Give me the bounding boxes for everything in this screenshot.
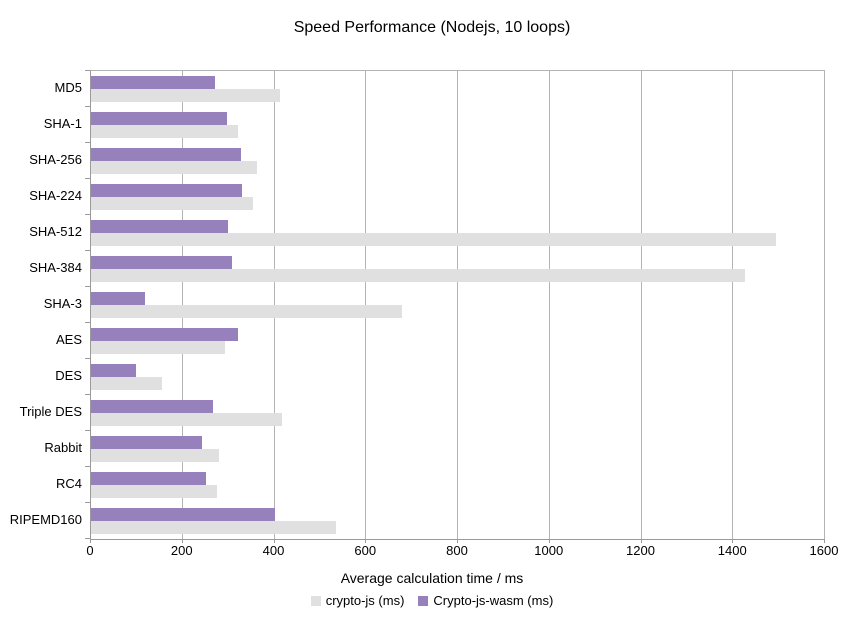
y-label-sha-1: SHA-1	[43, 116, 82, 131]
x-tick-label-200: 200	[170, 543, 193, 558]
plot-area	[90, 70, 825, 540]
gridline-800	[457, 71, 458, 539]
bar-sha-256-crypto-js-wasm-ms	[91, 148, 242, 161]
y-axis-tick	[85, 70, 90, 71]
y-label-rc4: RC4	[55, 476, 82, 491]
legend-swatch-crypto-js-wasm-ms	[418, 595, 429, 606]
bar-ripemd160-crypto-js-ms	[91, 521, 337, 534]
x-axis-tick-400	[273, 539, 275, 543]
x-tick-label-400: 400	[262, 543, 285, 558]
bar-md5-crypto-js-wasm-ms	[91, 76, 215, 89]
bar-ripemd160-crypto-js-wasm-ms	[91, 508, 275, 521]
bar-sha-384-crypto-js-ms	[91, 269, 745, 282]
bar-sha-1-crypto-js-wasm-ms	[91, 112, 227, 125]
x-axis-tick-800	[457, 539, 458, 543]
y-axis-tick	[85, 394, 90, 395]
y-label-sha-256: SHA-256	[29, 152, 82, 167]
x-tick-label-1000: 1000	[534, 543, 564, 558]
x-axis-tick-1400	[732, 539, 734, 543]
x-tick-label-1400: 1400	[717, 543, 747, 558]
x-tick-label-800: 800	[446, 543, 468, 558]
x-axis-tick-600	[365, 539, 367, 543]
x-axis-tick-1600	[824, 539, 825, 543]
bar-triple-des-crypto-js-wasm-ms	[91, 400, 214, 413]
bar-des-crypto-js-wasm-ms	[91, 364, 137, 377]
bar-sha-1-crypto-js-ms	[91, 125, 238, 138]
bar-rc4-crypto-js-wasm-ms	[91, 472, 206, 485]
bar-rc4-crypto-js-ms	[91, 485, 218, 498]
y-axis-tick	[85, 142, 90, 143]
y-label-md5: MD5	[54, 80, 82, 95]
bar-md5-crypto-js-ms	[91, 89, 281, 102]
bar-aes-crypto-js-wasm-ms	[91, 328, 238, 341]
y-axis-tick	[85, 430, 90, 431]
y-label-ripemd160: RIPEMD160	[9, 512, 82, 527]
bar-triple-des-crypto-js-ms	[91, 413, 283, 426]
legend-label-crypto-js-wasm-ms: Crypto-js-wasm (ms)	[433, 593, 554, 608]
bar-rabbit-crypto-js-wasm-ms	[91, 436, 203, 449]
y-axis-tick	[85, 466, 90, 467]
y-axis-tick	[85, 358, 90, 359]
y-label-des: DES	[55, 368, 82, 383]
x-tick-label-1200: 1200	[626, 543, 655, 558]
legend: crypto-js (ms) Crypto-js-wasm (ms)	[0, 593, 864, 608]
y-axis-tick	[85, 250, 90, 251]
bar-sha-224-crypto-js-ms	[91, 197, 253, 210]
bar-rabbit-crypto-js-ms	[91, 449, 219, 462]
x-tick-label-1600: 1600	[809, 543, 839, 558]
bar-sha-384-crypto-js-wasm-ms	[91, 256, 233, 269]
legend-swatch-crypto-js-ms	[310, 595, 321, 606]
gridline-1600	[824, 71, 825, 539]
y-axis-tick	[85, 286, 90, 287]
y-label-aes: AES	[55, 332, 82, 347]
legend-label-crypto-js-ms: crypto-js (ms)	[325, 593, 405, 608]
x-axis-title: Average calculation time / ms	[340, 570, 524, 586]
y-label-sha-512: SHA-512	[29, 224, 82, 239]
bar-sha-256-crypto-js-ms	[91, 161, 258, 174]
y-axis-tick	[85, 538, 90, 539]
y-label-sha-3: SHA-3	[43, 296, 82, 311]
x-axis-tick-1000	[548, 539, 550, 543]
y-label-triple-des: Triple DES	[19, 404, 82, 419]
y-axis-tick	[85, 178, 90, 179]
bar-sha-224-crypto-js-wasm-ms	[91, 184, 243, 197]
x-tick-label-600: 600	[354, 543, 377, 558]
bar-sha-3-crypto-js-wasm-ms	[91, 292, 146, 305]
y-label-sha-224: SHA-224	[29, 188, 82, 203]
bar-aes-crypto-js-ms	[91, 341, 225, 354]
bar-sha-512-crypto-js-wasm-ms	[91, 220, 229, 233]
bar-sha-3-crypto-js-ms	[91, 305, 403, 318]
y-label-sha-384: SHA-384	[29, 260, 82, 275]
x-tick-label-0: 0	[86, 543, 94, 558]
gridline-1400	[732, 71, 734, 539]
y-axis-tick	[85, 106, 90, 107]
legend-item-crypto-js-wasm-ms: Crypto-js-wasm (ms)	[418, 593, 553, 608]
bar-des-crypto-js-ms	[91, 377, 163, 390]
x-axis-tick-1200	[640, 539, 642, 543]
x-axis-tick-200	[181, 539, 183, 543]
y-axis-tick	[85, 214, 90, 215]
chart-title: Speed Performance (Nodejs, 10 loops)	[293, 19, 571, 36]
y-axis-tick	[85, 322, 90, 323]
gridline-1200	[640, 71, 642, 539]
bar-sha-512-crypto-js-ms	[91, 233, 776, 246]
y-axis-tick	[85, 502, 90, 503]
y-label-rabbit: Rabbit	[44, 440, 82, 455]
x-axis-tick-0	[90, 539, 91, 543]
legend-item-crypto-js-ms: crypto-js (ms)	[310, 593, 405, 608]
gridline-1000	[548, 71, 550, 539]
